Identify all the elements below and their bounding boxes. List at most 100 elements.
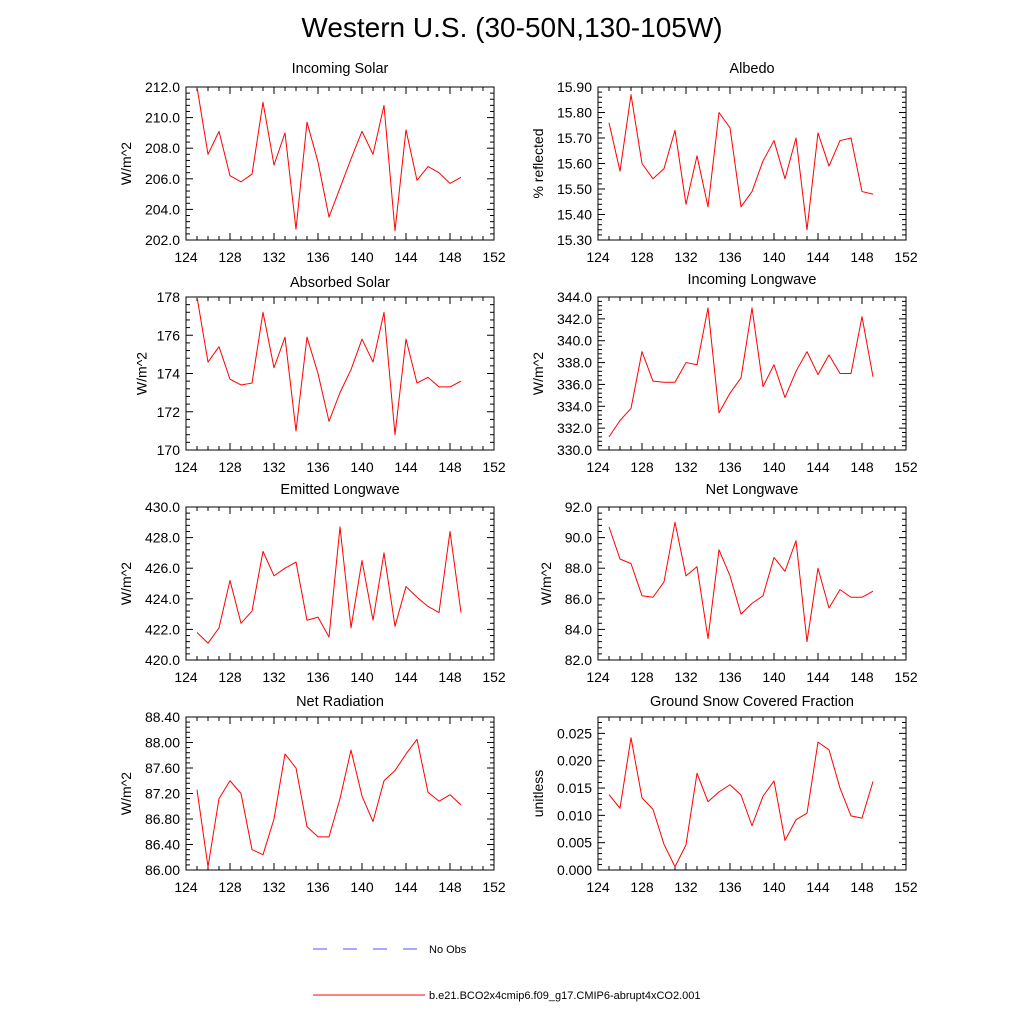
x-tick-label: 152 (894, 459, 918, 475)
x-tick-label: 152 (482, 669, 506, 685)
panel-title: Absorbed Solar (290, 275, 390, 291)
y-tick-label: 334.0 (557, 398, 592, 414)
x-tick-label: 152 (894, 669, 918, 685)
x-tick-label: 152 (482, 249, 506, 265)
x-tick-label: 124 (174, 669, 198, 685)
series-line (196, 86, 462, 232)
panel-title: Net Longwave (706, 482, 799, 498)
y-tick-label: 88.00 (145, 735, 180, 751)
y-axis-label: W/m^2 (118, 562, 134, 605)
y-tick-label: 210.0 (145, 110, 180, 126)
x-tick-label: 128 (218, 459, 242, 475)
x-tick-label: 152 (894, 879, 918, 895)
y-tick-label: 206.0 (145, 171, 180, 187)
series-line (196, 738, 462, 868)
plot-frame (185, 716, 495, 871)
y-tick-label: 15.60 (557, 156, 592, 172)
y-tick-label: 422.0 (145, 621, 180, 637)
y-tick-label: 172 (157, 404, 181, 420)
y-tick-label: 88.0 (565, 560, 592, 576)
panel-title: Ground Snow Covered Fraction (650, 694, 854, 710)
y-tick-label: 330.0 (557, 442, 592, 458)
x-tick-label: 124 (586, 249, 610, 265)
x-tick-label: 140 (350, 669, 374, 685)
x-tick-label: 136 (718, 669, 742, 685)
y-tick-label: 176 (157, 327, 181, 343)
panel-title: Incoming Longwave (688, 272, 817, 288)
x-tick-label: 132 (262, 459, 286, 475)
plot-frame (597, 506, 907, 661)
y-axis-label: % reflected (530, 128, 546, 198)
y-tick-label: 344.0 (557, 289, 592, 305)
x-tick-label: 136 (718, 879, 742, 895)
x-tick-label: 144 (394, 669, 418, 685)
x-tick-label: 144 (806, 669, 830, 685)
panel-title: Net Radiation (296, 694, 384, 710)
x-tick-label: 128 (218, 249, 242, 265)
x-tick-label: 144 (806, 249, 830, 265)
y-tick-label: 340.0 (557, 333, 592, 349)
y-tick-label: 0.010 (557, 807, 592, 823)
plot-frame (185, 86, 495, 241)
x-tick-label: 144 (394, 459, 418, 475)
x-tick-label: 140 (762, 459, 786, 475)
y-tick-label: 0.020 (557, 753, 592, 769)
y-tick-label: 202.0 (145, 232, 180, 248)
y-axis-label: W/m^2 (134, 352, 150, 395)
x-tick-label: 140 (762, 879, 786, 895)
y-tick-label: 15.80 (557, 105, 592, 121)
y-tick-label: 84.0 (565, 621, 592, 637)
x-tick-label: 148 (438, 879, 462, 895)
x-tick-label: 128 (218, 669, 242, 685)
plot-frame (597, 716, 907, 871)
panel-ground-snow-covered-fraction: 124 128 132 136 140 144 148 152 0.000 0.005 0.010 0… (530, 694, 918, 895)
y-tick-label: 92.0 (565, 499, 592, 515)
x-tick-label: 124 (174, 459, 198, 475)
x-tick-label: 136 (718, 459, 742, 475)
series-line (196, 526, 462, 644)
x-tick-label: 124 (586, 459, 610, 475)
x-tick-label: 132 (674, 879, 698, 895)
x-tick-label: 148 (438, 669, 462, 685)
y-tick-label: 174 (157, 366, 181, 382)
x-tick-label: 152 (482, 459, 506, 475)
y-tick-label: 82.0 (565, 652, 592, 668)
x-tick-label: 140 (350, 879, 374, 895)
series-line (608, 307, 874, 438)
panel-absorbed-solar: 124 128 132 136 140 144 148 152 170 172 174 176 178 A… (134, 275, 506, 475)
x-tick-label: 132 (674, 249, 698, 265)
y-tick-label: 15.90 (557, 79, 592, 95)
series-line (608, 94, 874, 231)
x-tick-label: 140 (350, 459, 374, 475)
y-tick-label: 426.0 (145, 560, 180, 576)
x-tick-label: 140 (762, 249, 786, 265)
x-tick-label: 140 (762, 669, 786, 685)
x-tick-label: 136 (306, 669, 330, 685)
x-tick-label: 148 (850, 249, 874, 265)
panel-net-longwave: 124 128 132 136 140 144 148 152 82.0 84.0 86.0 88.0… (538, 482, 918, 685)
legend-label: No Obs (429, 944, 467, 956)
x-tick-label: 140 (350, 249, 374, 265)
y-tick-label: 424.0 (145, 591, 180, 607)
legend-label: b.e21.BCO2x4cmip6.f09_g17.CMIP6-abrupt4x… (429, 990, 701, 1002)
x-tick-label: 128 (218, 879, 242, 895)
y-axis-label: W/m^2 (538, 562, 554, 605)
legend: No Obs b.e21.BCO2x4cmip6.f09_g17.CMIP6-ab… (313, 944, 701, 1002)
panel-incoming-longwave: 124 128 132 136 140 144 148 152 330.0 332.0 334.0 3… (530, 272, 918, 475)
x-tick-label: 132 (262, 879, 286, 895)
y-tick-label: 15.30 (557, 232, 592, 248)
y-tick-label: 86.40 (145, 837, 180, 853)
panel-title: Emitted Longwave (280, 482, 399, 498)
x-tick-label: 144 (806, 459, 830, 475)
y-tick-label: 86.0 (565, 591, 592, 607)
x-tick-label: 152 (482, 879, 506, 895)
y-tick-label: 0.025 (557, 725, 592, 741)
x-tick-label: 136 (306, 879, 330, 895)
page-title: Western U.S. (30-50N,130-105W) (301, 12, 723, 43)
y-tick-label: 86.80 (145, 811, 180, 827)
x-tick-label: 148 (850, 879, 874, 895)
series-line (608, 521, 874, 643)
x-tick-label: 152 (894, 249, 918, 265)
x-tick-label: 132 (262, 249, 286, 265)
y-tick-label: 212.0 (145, 79, 180, 95)
